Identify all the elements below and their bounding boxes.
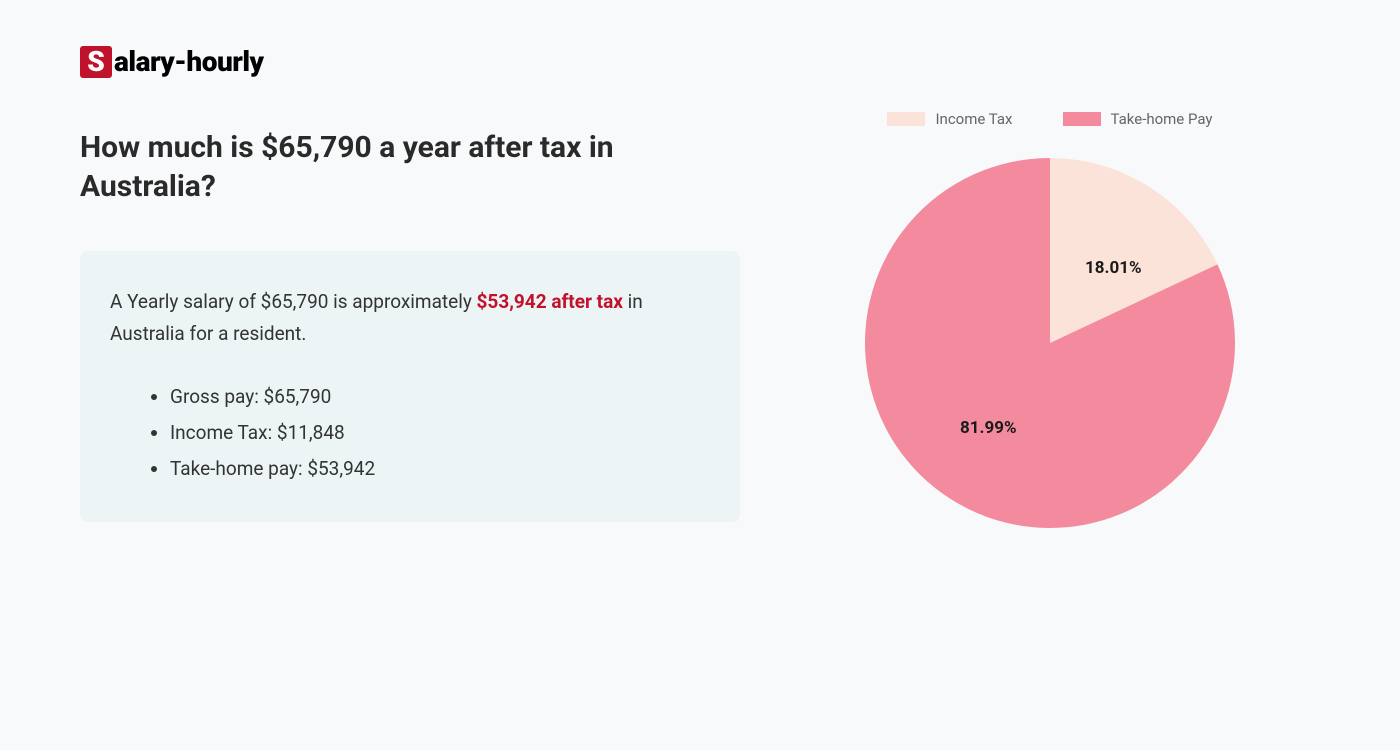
pie-chart: 18.01% 81.99% — [865, 148, 1235, 538]
legend-item-income-tax: Income Tax — [887, 110, 1012, 128]
list-item: Gross pay: $65,790 — [170, 379, 710, 415]
list-item: Take-home pay: $53,942 — [170, 451, 710, 487]
logo-s-icon: S — [80, 46, 112, 78]
site-logo: S alary-hourly — [80, 45, 740, 78]
legend-swatch-icon — [887, 112, 925, 126]
main-container: S alary-hourly How much is $65,790 a yea… — [0, 0, 1400, 750]
breakdown-list: Gross pay: $65,790 Income Tax: $11,848 T… — [110, 379, 710, 487]
legend-swatch-icon — [1063, 112, 1101, 126]
legend-item-take-home: Take-home Pay — [1063, 110, 1213, 128]
summary-highlight: $53,942 after tax — [477, 290, 623, 313]
summary-prefix: A Yearly salary of $65,790 is approximat… — [110, 290, 477, 313]
right-column: Income Tax Take-home Pay 18.01% 81.99% — [780, 40, 1320, 710]
summary-box: A Yearly salary of $65,790 is approximat… — [80, 251, 740, 522]
pie-slice-label: 18.01% — [1085, 258, 1142, 278]
left-column: S alary-hourly How much is $65,790 a yea… — [80, 40, 780, 710]
pie-slice-label: 81.99% — [960, 418, 1017, 438]
legend-label: Take-home Pay — [1111, 110, 1213, 128]
pie-svg — [865, 148, 1235, 538]
legend-label: Income Tax — [935, 110, 1012, 128]
logo-text: alary-hourly — [114, 45, 264, 78]
list-item: Income Tax: $11,848 — [170, 415, 710, 451]
page-title: How much is $65,790 a year after tax in … — [80, 128, 740, 206]
summary-text: A Yearly salary of $65,790 is approximat… — [110, 286, 710, 351]
chart-legend: Income Tax Take-home Pay — [887, 110, 1212, 128]
